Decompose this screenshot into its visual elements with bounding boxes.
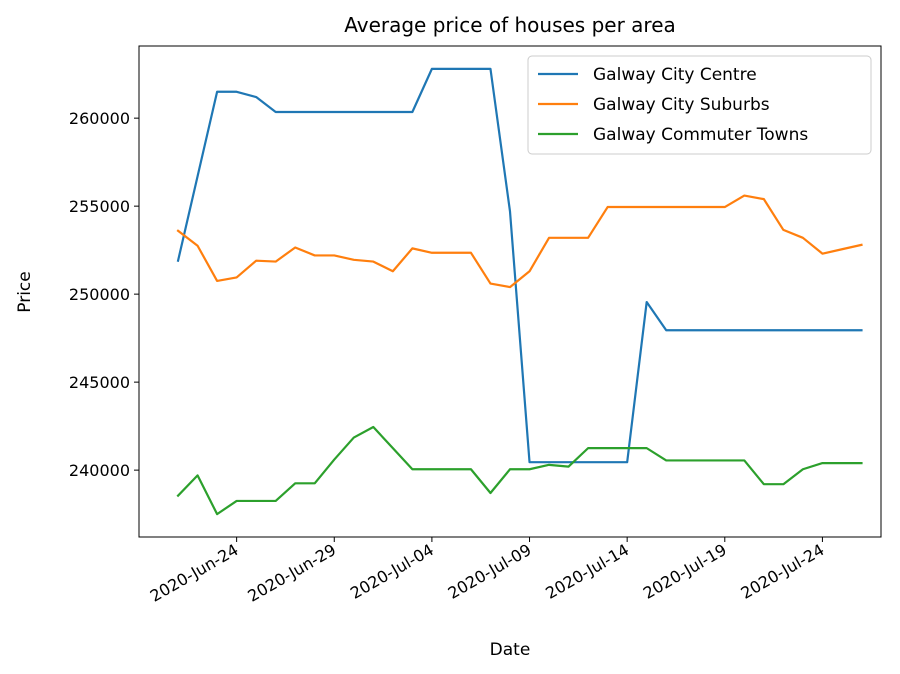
legend-box <box>527 55 872 155</box>
y-tick-label: 250000 <box>69 285 130 304</box>
series-line-1 <box>176 194 863 289</box>
series-line-2 <box>176 425 863 516</box>
y-tick-label: 260000 <box>69 109 130 128</box>
plot-area-frame <box>138 45 882 538</box>
legend: Galway City Centre Galway City Suburbs Gal… <box>527 55 872 155</box>
y-axis: 240000 245000 250000 255000 260000 <box>69 109 139 480</box>
legend-label: Galway Commuter Towns <box>593 125 808 145</box>
chart-title: Average price of houses per area <box>344 13 676 37</box>
y-axis-label: Price <box>15 271 35 312</box>
series-layer <box>176 67 863 516</box>
y-tick-label: 245000 <box>69 373 130 392</box>
y-tick-label: 240000 <box>69 461 130 480</box>
legend-label: Galway City Suburbs <box>593 95 770 115</box>
series-line-0 <box>176 67 863 464</box>
x-axis-label: Date <box>490 640 531 660</box>
legend-label: Galway City Centre <box>593 65 757 85</box>
y-tick-label: 255000 <box>69 197 130 216</box>
